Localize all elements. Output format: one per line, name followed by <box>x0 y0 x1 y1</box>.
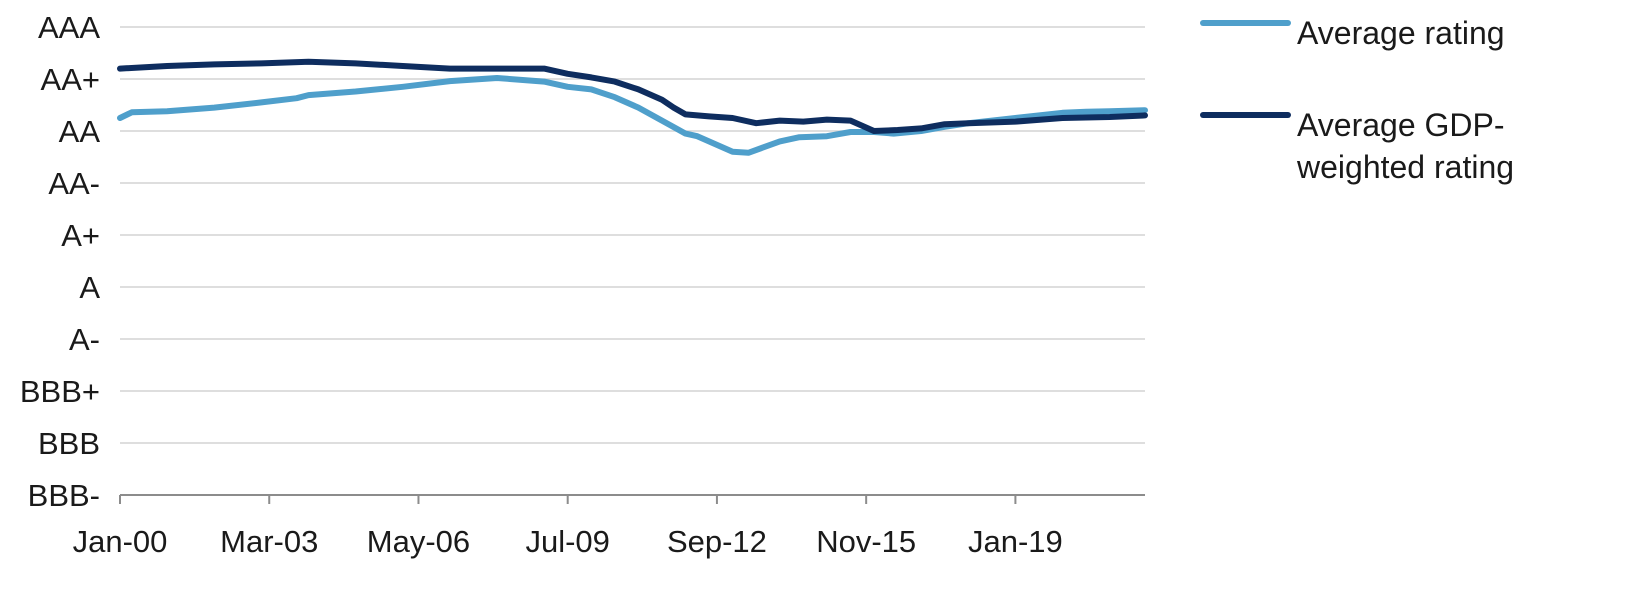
x-tick-label: Jan-00 <box>73 524 168 559</box>
y-tick-label: BBB- <box>28 478 100 513</box>
series-lines <box>117 58 1148 156</box>
legend: Average rating Average GDP-weighted ratin… <box>1200 15 1514 185</box>
legend-label-1: Average GDP-weighted rating <box>1296 107 1514 185</box>
y-tick-label: A- <box>69 322 100 357</box>
x-tick-label: Jan-19 <box>968 524 1063 559</box>
y-tick-label: AA- <box>48 166 100 201</box>
legend-label-0: Average rating <box>1297 15 1505 51</box>
x-tick-label: Nov-15 <box>816 524 916 559</box>
x-axis: Jan-00 Mar-03 May-06 Jul-09 Sep-12 Nov-15 Jan-… <box>73 494 1145 559</box>
y-tick-label: BBB <box>38 426 100 461</box>
y-tick-label: A <box>79 270 100 305</box>
series-line-1 <box>117 58 1148 134</box>
y-tick-label: BBB+ <box>20 374 100 409</box>
x-tick-label: Jul-09 <box>525 524 609 559</box>
y-tick-label: AA <box>59 114 101 149</box>
x-tick-label: May-06 <box>367 524 470 559</box>
y-tick-label: A+ <box>61 218 100 253</box>
gridlines <box>120 26 1145 444</box>
x-tick-label: Mar-03 <box>220 524 318 559</box>
y-tick-label: AA+ <box>41 62 100 97</box>
y-tick-label: AAA <box>38 10 100 45</box>
x-tick-label: Sep-12 <box>667 524 767 559</box>
